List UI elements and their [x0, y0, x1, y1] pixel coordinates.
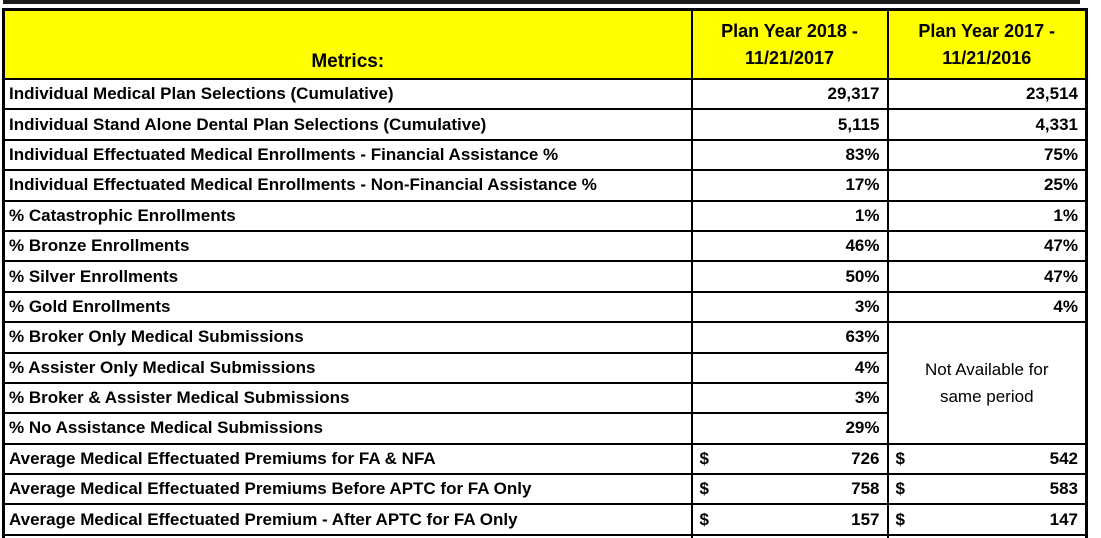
dollar-sign: $ — [699, 479, 709, 499]
value-2017-cell: 47% — [886, 229, 1088, 263]
not-available-cell: Not Available for same period — [886, 321, 1088, 445]
header-metrics: Metrics: — [2, 8, 693, 80]
currency-value: 542 — [1049, 448, 1078, 468]
value-2018-cell: 4% — [690, 351, 889, 384]
currency-value: 157 — [851, 509, 880, 529]
table-row: % Broker Only Medical Submissions 63% No… — [2, 321, 1088, 445]
top-border-line — [3, 0, 1080, 4]
metric-label-cell: Average Medical Effectuated Premium - Af… — [2, 503, 693, 536]
metric-label-cell: % Broker & Assister Medical Submissions — [2, 381, 693, 415]
metric-label-cell: % Gold Enrollments — [2, 290, 693, 324]
value-2018-cell: $ 758 — [690, 473, 889, 506]
dollar-sign: $ — [699, 448, 709, 468]
value-2017-cell: $ 418 — [886, 533, 1088, 538]
value-2018-cell: 1% — [690, 199, 889, 232]
value-2018-cell: $ 726 — [690, 442, 889, 476]
metric-label-cell: Average Medical Effectuated Premiums for… — [2, 442, 693, 476]
table-row: Average Medical Effectuated Premium - Af… — [2, 503, 1088, 536]
table-row: % No Assistance Medical Submissions 29% — [2, 412, 1087, 445]
table-row: % Broker & Assister Medical Submissions … — [2, 381, 1087, 415]
value-2017-cell: 47% — [886, 260, 1088, 293]
plan-year-2018-line2: 11/21/2017 — [744, 47, 835, 68]
value-2018-cell: 5,115 — [690, 108, 889, 141]
dollar-sign: $ — [895, 448, 905, 468]
metric-label-cell: % Broker Only Medical Submissions — [2, 321, 693, 354]
currency-value: 583 — [1049, 479, 1078, 499]
currency-value: 758 — [851, 479, 880, 499]
plan-year-2017-line2: 11/21/2016 — [942, 47, 1032, 68]
value-2017-cell: $ 542 — [886, 442, 1088, 476]
value-2017-cell: $ 147 — [886, 503, 1088, 536]
table-row: % Assister Only Medical Submissions 4% — [2, 351, 1087, 384]
table-row: Average Medical Effectuated Premiums for… — [2, 442, 1088, 476]
metric-label-cell: % No Assistance Medical Submissions — [2, 412, 693, 445]
table-row: Individual Medical Plan Selections (Cumu… — [2, 77, 1088, 111]
metric-label-cell: Average Medical Effectuated Premiums Bef… — [2, 473, 693, 506]
value-2017-cell: 75% — [886, 138, 1088, 172]
value-2018-cell: 83% — [690, 138, 889, 172]
not-available-line2: same period — [939, 386, 1034, 406]
table-row: Individual Effectuated Medical Enrollmen… — [2, 138, 1088, 172]
metric-label-cell: % Catastrophic Enrollments — [2, 199, 693, 232]
table-row: Individual Stand Alone Dental Plan Selec… — [2, 108, 1088, 141]
metric-label-cell: Individual Effectuated Medical Enrollmen… — [2, 138, 693, 172]
table-row: % Catastrophic Enrollments 1% 1% — [2, 199, 1088, 232]
not-available-line1: Not Available for — [925, 359, 1049, 379]
value-2018-cell: $ 571 — [690, 533, 889, 538]
table-row: Average Medical Effectuated Premiums for… — [2, 533, 1088, 538]
value-2018-cell: 17% — [690, 169, 889, 202]
table-row: Average Medical Effectuated Premiums Bef… — [2, 473, 1088, 506]
table-row: % Bronze Enrollments 46% 47% — [2, 229, 1088, 263]
metric-label-cell: Individual Effectuated Medical Enrollmen… — [2, 169, 693, 202]
header-plan-year-2018: Plan Year 2018 - 11/21/2017 — [690, 8, 889, 80]
plan-year-2018-line1: Plan Year 2018 - — [721, 20, 858, 41]
value-2018-cell: $ 157 — [690, 503, 889, 536]
metric-label-cell: Individual Medical Plan Selections (Cumu… — [2, 77, 693, 111]
metric-label-cell: % Silver Enrollments — [2, 260, 693, 293]
currency-value: 726 — [851, 448, 880, 468]
value-2018-cell: 3% — [690, 290, 889, 324]
plan-year-2017-line1: Plan Year 2017 - — [918, 20, 1056, 41]
value-2018-cell: 29% — [690, 412, 889, 445]
metric-label-cell: Average Medical Effectuated Premiums for… — [2, 533, 693, 538]
value-2017-cell: 4,331 — [886, 108, 1088, 141]
value-2018-cell: 3% — [690, 381, 889, 415]
dollar-sign: $ — [699, 509, 709, 529]
value-2018-cell: 29,317 — [690, 77, 889, 111]
value-2017-cell: $ 583 — [886, 473, 1088, 506]
value-2017-cell: 4% — [886, 290, 1088, 324]
table-row: % Gold Enrollments 3% 4% — [2, 290, 1088, 324]
currency-value: 147 — [1049, 509, 1078, 529]
dollar-sign: $ — [895, 509, 905, 529]
metric-label-cell: % Bronze Enrollments — [2, 229, 693, 263]
value-2018-cell: 63% — [690, 321, 889, 354]
metric-label-cell: Individual Stand Alone Dental Plan Selec… — [2, 108, 693, 141]
value-2017-cell: 25% — [886, 169, 1088, 202]
table-row: % Silver Enrollments 50% 47% — [2, 260, 1088, 293]
table-row: Individual Effectuated Medical Enrollmen… — [2, 169, 1088, 202]
header-row: Metrics: Plan Year 2018 - 11/21/2017 Pla… — [2, 8, 1088, 80]
value-2017-cell: 23,514 — [886, 77, 1088, 111]
header-plan-year-2017: Plan Year 2017 - 11/21/2016 — [886, 8, 1088, 80]
dollar-sign: $ — [895, 479, 905, 499]
value-2018-cell: 46% — [690, 229, 889, 263]
metrics-table: Metrics: Plan Year 2018 - 11/21/2017 Pla… — [2, 8, 1088, 538]
metrics-header-label: Metrics: — [311, 51, 385, 72]
value-2017-cell: 1% — [886, 199, 1088, 232]
metric-label-cell: % Assister Only Medical Submissions — [2, 351, 693, 384]
value-2018-cell: 50% — [690, 260, 889, 293]
